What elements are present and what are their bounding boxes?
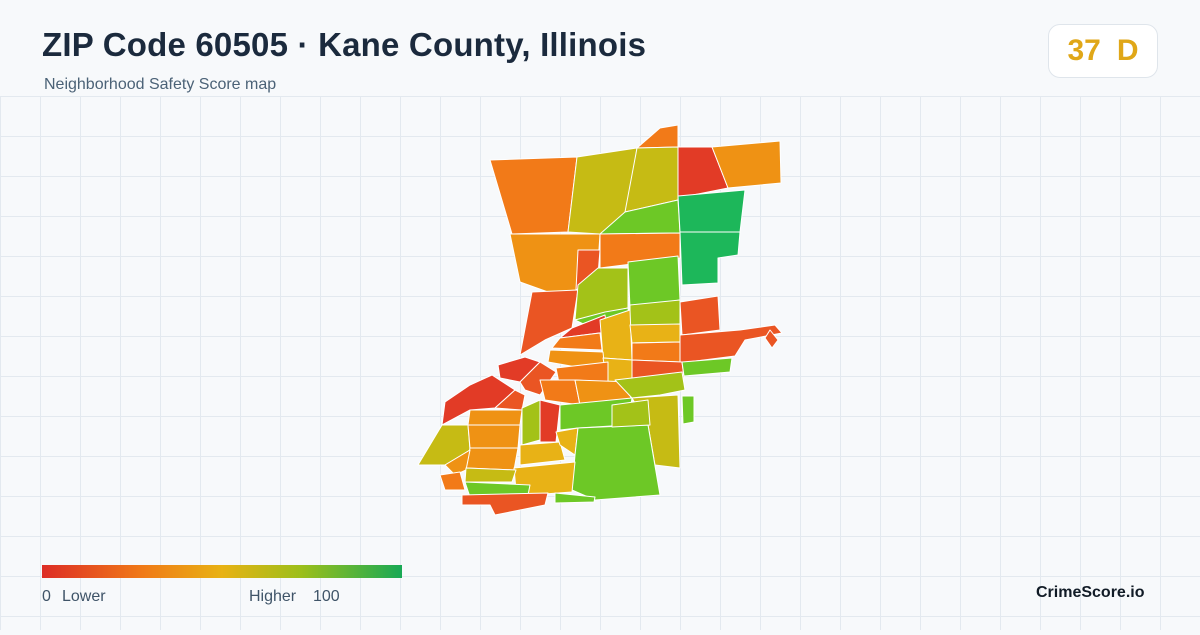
map-region[interactable] <box>461 492 549 516</box>
score-grade: D <box>1116 34 1139 67</box>
map-region[interactable] <box>614 371 686 399</box>
legend-min-label: 0 <box>42 588 51 605</box>
map-region[interactable] <box>711 140 782 189</box>
map-region[interactable] <box>467 409 523 426</box>
safety-score-badge: 37 D <box>1048 24 1158 78</box>
score-value: 37 <box>1067 34 1101 67</box>
legend-max-label: 100 <box>313 588 340 605</box>
page-title: ZIP Code 60505 · Kane County, Illinois <box>42 26 647 63</box>
map-region[interactable] <box>629 299 681 326</box>
map-region[interactable] <box>554 492 596 504</box>
map-region[interactable] <box>489 156 578 235</box>
map-region[interactable] <box>677 189 746 233</box>
legend-low-label: Lower <box>62 588 106 605</box>
map-region[interactable] <box>631 341 681 363</box>
map-region[interactable] <box>519 441 566 466</box>
brand-logo-text[interactable]: CrimeScore.io <box>1036 584 1145 601</box>
map-region[interactable] <box>521 399 541 446</box>
map-region[interactable] <box>465 447 519 471</box>
map-region[interactable] <box>681 357 733 377</box>
map-region[interactable] <box>467 424 521 449</box>
map-region[interactable] <box>611 399 651 428</box>
map-region[interactable] <box>519 289 579 356</box>
map-region[interactable] <box>629 323 681 344</box>
map-region[interactable] <box>636 124 679 149</box>
map-region[interactable] <box>464 467 517 483</box>
page-subtitle: Neighborhood Safety Score map <box>44 76 277 93</box>
map-region[interactable] <box>627 255 681 309</box>
map-region[interactable] <box>571 424 661 501</box>
legend-gradient-bar <box>42 565 402 578</box>
map-region[interactable] <box>439 471 466 491</box>
map-region[interactable] <box>681 395 695 425</box>
map-region[interactable] <box>764 329 779 349</box>
map-region[interactable] <box>551 332 603 351</box>
legend-high-label: Higher <box>249 588 297 605</box>
map-region[interactable] <box>679 295 721 336</box>
map-region[interactable] <box>679 231 741 286</box>
map-region[interactable] <box>494 389 526 411</box>
